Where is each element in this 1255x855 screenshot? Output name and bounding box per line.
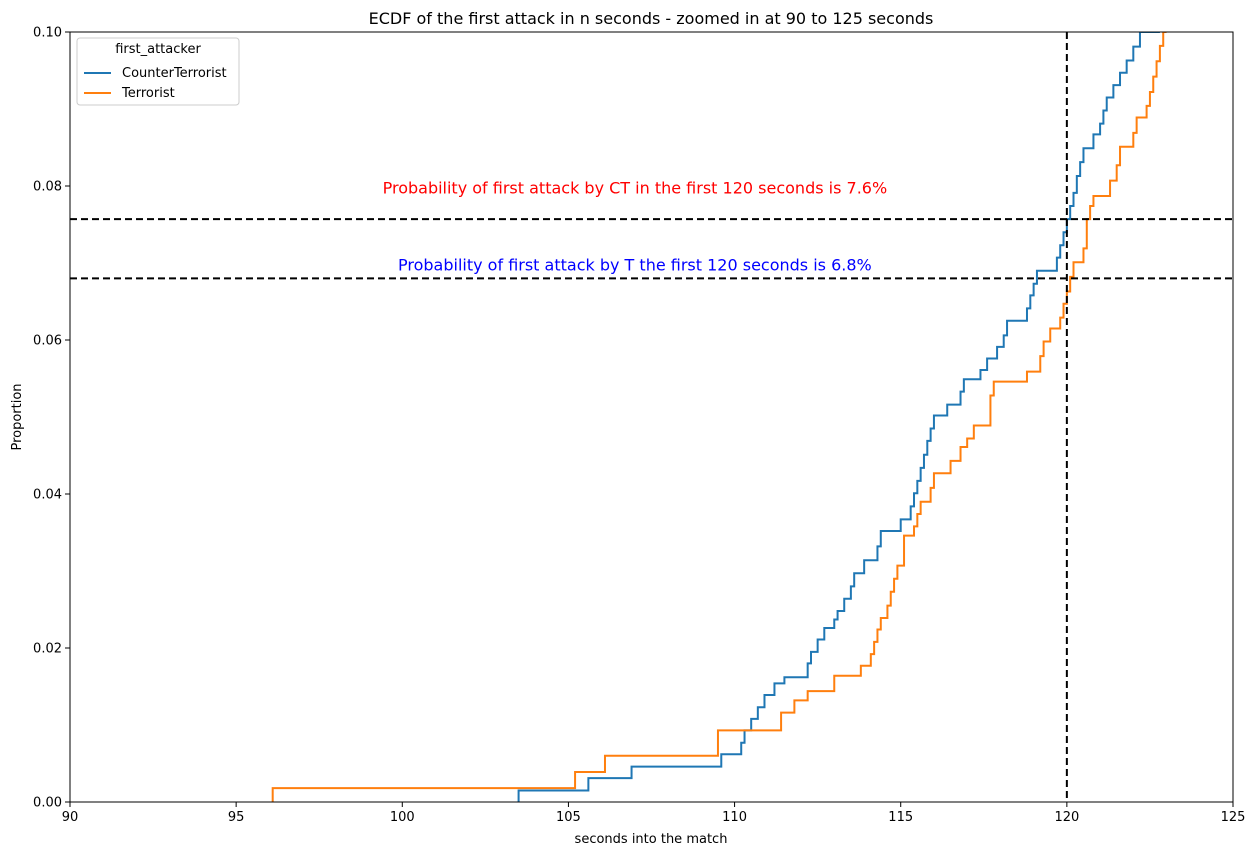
- x-tick-label: 110: [722, 810, 747, 825]
- chart-title: ECDF of the first attack in n seconds - …: [369, 9, 934, 28]
- y-axis: 0.00 0.02 0.04 0.06 0.08 0.10: [33, 26, 70, 811]
- y-tick-label: 0.00: [33, 796, 62, 811]
- y-tick-label: 0.10: [33, 26, 62, 41]
- series-layer: [271, 32, 1167, 802]
- x-axis-label: seconds into the match: [575, 832, 728, 847]
- legend-label-terrorist: Terrorist: [121, 86, 175, 101]
- y-tick-label: 0.04: [33, 488, 62, 503]
- x-tick-label: 105: [556, 810, 581, 825]
- x-axis: 90 95 100 105 110 115 120 125: [62, 802, 1246, 825]
- y-axis-label: Proportion: [10, 383, 25, 450]
- legend: first_attacker CounterTerrorist Terroris…: [76, 37, 240, 106]
- annotation-1: Probability of first attack by T the fir…: [398, 256, 872, 275]
- annotation-0: Probability of first attack by CT in the…: [383, 179, 888, 198]
- x-tick-label: 125: [1221, 810, 1246, 825]
- x-tick-label: 95: [228, 810, 245, 825]
- series-line-counterterrorist: [517, 32, 1160, 802]
- y-tick-label: 0.06: [33, 334, 62, 349]
- annotations: Probability of first attack by CT in the…: [383, 179, 888, 275]
- legend-title: first_attacker: [115, 42, 201, 57]
- reference-lines: [70, 32, 1233, 802]
- x-tick-label: 100: [390, 810, 415, 825]
- x-tick-label: 115: [888, 810, 913, 825]
- legend-label-counterterrorist: CounterTerrorist: [122, 66, 227, 81]
- x-tick-label: 120: [1054, 810, 1079, 825]
- y-tick-label: 0.02: [33, 642, 62, 657]
- y-tick-label: 0.08: [33, 180, 62, 195]
- legend-box: [76, 37, 240, 106]
- plot-frame: [69, 31, 1234, 803]
- x-tick-label: 90: [62, 810, 79, 825]
- series-line-terrorist: [271, 32, 1167, 802]
